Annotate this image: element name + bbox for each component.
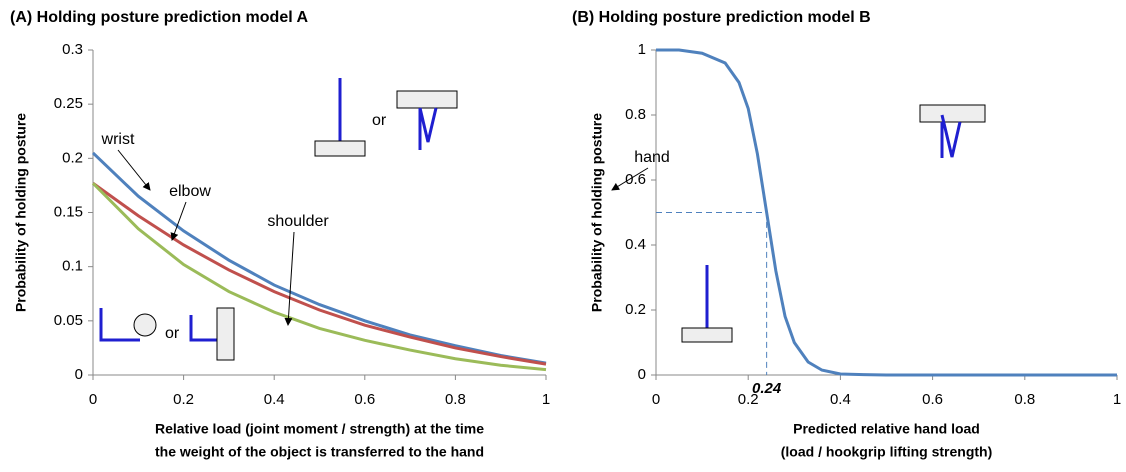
chart-title: (A) Holding posture prediction model A [10,9,309,26]
x-tick-label: 0 [652,391,660,408]
y-tick-label: 0.8 [625,106,646,123]
series-line [91,151,547,365]
y-tick-label: 0.05 [54,312,83,329]
series-label: hand [634,149,670,166]
label-arrow [284,231,295,326]
y-axis-label: Probability of holding posture [13,113,29,312]
icons [99,78,986,361]
label-arrow [170,201,187,241]
series-line [92,182,547,366]
chart-title: (B) Holding posture prediction model B [572,9,871,26]
x-tick-label: 1 [1113,391,1121,408]
y-tick-label: 0 [75,366,83,383]
x-tick-label: 1 [542,391,550,408]
y-tick-label: 0.25 [54,95,83,112]
y-tick-label: 0.4 [625,236,646,253]
y-tick-label: 0.6 [625,171,646,188]
x-axis-label: (load / hookgrip lifting strength) [781,444,993,460]
series-label: wrist [101,131,135,148]
guide-line [656,212,768,375]
x-tick-label: 0.8 [1014,391,1035,408]
y-tick-label: 0.1 [62,258,83,275]
y-tick-label: 1 [638,41,646,58]
annotation: or [372,112,387,129]
x-axis-label: the weight of the object is transferred … [155,444,484,460]
x-tick-label: 0.2 [738,391,759,408]
annotation: or [165,325,180,342]
y-axis-label: Probability of holding posture [589,113,605,312]
label-arrow [117,149,151,191]
x-tick-label: 0.4 [830,391,851,408]
y-tick-label: 0.2 [62,149,83,166]
series-label: shoulder [267,213,329,230]
x-tick-label: 0 [89,391,97,408]
x-tick-label: 0.4 [264,391,285,408]
x-axis-label: Predicted relative hand load [793,421,980,437]
y-tick-label: 0 [638,366,646,383]
y-tick-label: 0.3 [62,41,83,58]
x-tick-label: 0.2 [173,391,194,408]
guide-label: 0.24 [752,380,782,397]
series-line [656,48,1117,377]
y-tick-label: 0.2 [625,301,646,318]
x-tick-label: 0.6 [922,391,943,408]
x-axis-label: Relative load (joint moment / strength) … [155,421,484,437]
series-label: elbow [169,183,211,200]
series-line [91,182,547,372]
label-arrow [611,167,649,191]
x-tick-label: 0.6 [354,391,375,408]
y-tick-label: 0.15 [54,203,83,220]
x-tick-label: 0.8 [445,391,466,408]
